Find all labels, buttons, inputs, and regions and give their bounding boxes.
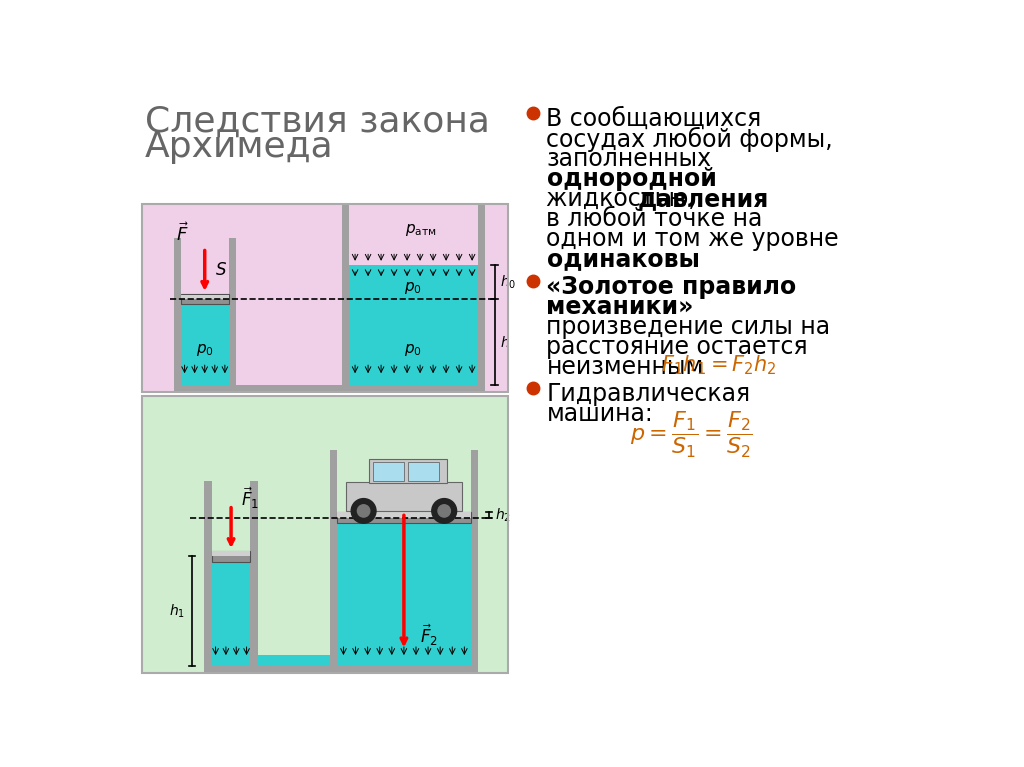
Text: Следствия закона: Следствия закона (145, 105, 489, 139)
Bar (142, 204, 508, 393)
Text: $\vec{F}_1$: $\vec{F}_1$ (242, 486, 259, 512)
Bar (212, 551, 251, 556)
Text: $h_1$: $h_1$ (169, 602, 184, 620)
Bar (251, 655, 337, 666)
Text: $\vec{F}$: $\vec{F}$ (176, 222, 188, 245)
Bar (337, 512, 471, 518)
Text: сосудах любой формы,: сосудах любой формы, (547, 127, 834, 152)
Text: в любой точке на: в любой точке на (547, 207, 763, 231)
Circle shape (438, 505, 451, 517)
Bar (251, 481, 258, 673)
Bar (337, 512, 471, 523)
Bar (408, 463, 438, 481)
Text: $S$: $S$ (215, 261, 227, 278)
Bar (346, 482, 462, 511)
Bar (204, 666, 478, 673)
Text: одинаковы: одинаковы (547, 247, 699, 271)
Circle shape (351, 499, 376, 523)
Bar (174, 385, 485, 393)
Text: механики»: механики» (547, 295, 694, 318)
Text: $p_\mathrm{атм}$: $p_\mathrm{атм}$ (406, 222, 437, 239)
Bar (369, 459, 446, 483)
Circle shape (432, 499, 457, 523)
Text: машина:: машина: (547, 403, 653, 426)
Text: однородной: однородной (547, 166, 717, 191)
Text: Архимеда: Архимеда (145, 130, 334, 164)
Bar (471, 450, 478, 673)
Text: Гидравлическая: Гидравлическая (547, 382, 751, 407)
Bar (204, 481, 212, 673)
Bar (228, 239, 236, 393)
Text: «Золотое правило: «Золотое правило (547, 275, 797, 298)
Bar (212, 551, 251, 561)
Bar (212, 561, 251, 666)
Text: жидкостью,: жидкостью, (547, 186, 703, 211)
Text: $p_0$: $p_0$ (404, 281, 422, 296)
Text: $h_0$: $h_0$ (500, 273, 516, 291)
Bar (337, 523, 471, 666)
Bar (349, 265, 478, 385)
Text: $p_0$: $p_0$ (404, 342, 422, 358)
Text: В сообщающихся: В сообщающихся (547, 107, 762, 130)
Text: $\vec{F}_2$: $\vec{F}_2$ (420, 622, 437, 647)
Bar (373, 463, 403, 481)
Text: заполненных: заполненных (547, 146, 712, 171)
Bar (174, 239, 180, 393)
Text: одном и том же уровне: одном и том же уровне (547, 227, 839, 251)
Bar (478, 204, 485, 393)
Bar (180, 295, 228, 299)
Text: $h$: $h$ (500, 334, 510, 350)
Bar (342, 204, 349, 393)
Bar (142, 397, 508, 673)
Circle shape (357, 505, 370, 517)
FancyBboxPatch shape (122, 86, 928, 689)
Text: $F_1h_1 = F_2h_2$: $F_1h_1 = F_2h_2$ (662, 353, 777, 377)
Text: :: : (635, 295, 643, 318)
Text: произведение силы на: произведение силы на (547, 314, 830, 338)
Bar (330, 450, 337, 673)
Text: давления: давления (638, 186, 769, 211)
Text: $p_0$: $p_0$ (196, 342, 214, 358)
Text: неизменным: неизменным (547, 354, 703, 379)
Bar (180, 304, 228, 385)
Text: $h_2$: $h_2$ (495, 506, 511, 524)
Text: расстояние остается: расстояние остается (547, 334, 808, 359)
Text: $p = \dfrac{F_1}{S_1} = \dfrac{F_2}{S_2}$: $p = \dfrac{F_1}{S_1} = \dfrac{F_2}{S_2}… (630, 410, 753, 460)
Bar (142, 204, 508, 393)
Bar (142, 397, 508, 673)
Bar (180, 294, 228, 304)
